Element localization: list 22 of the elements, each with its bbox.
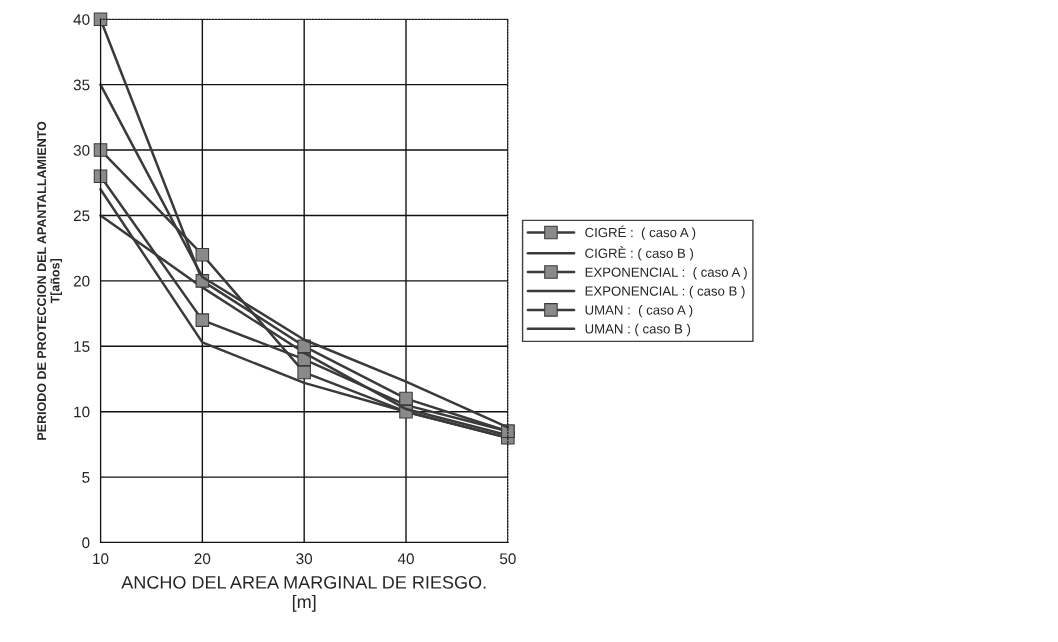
x-axis-title: ANCHO DEL AREA MARGINAL DE RIESGO. [m] [121,575,486,612]
y-tick-label: 25 [73,210,90,222]
y-tick-label: 5 [82,472,90,483]
legend-label: UMAN : ( caso B ) [585,323,691,337]
legend-label: CIGRÈ : ( caso B ) [585,246,694,261]
y-tick-label: 40 [73,14,90,25]
legend-label: EXPONENCIAL : ( caso A ) [585,267,747,280]
y-tick-label: 10 [74,406,90,418]
x-tick-label: 30 [296,553,313,565]
y-axis-title: PERIODO DE PROTECCION DEL APANTALLAMIENTO T[años] [37,121,62,440]
y-tick-label: 35 [73,79,90,91]
x-tick-label: 20 [194,553,211,565]
y-tick-label: 20 [73,275,90,287]
legend-label: UMAN : ( caso A ) [585,304,693,318]
legend-label: EXPONENCIAL : ( caso B ) [585,286,745,299]
y-tick-label: 30 [73,144,90,156]
y-tick-label: 15 [74,341,90,352]
x-tick-label: 10 [93,553,109,565]
x-tick-label: 40 [397,553,414,565]
legend-label: CIGRÉ : ( caso A ) [585,225,696,240]
y-tick-label: 0 [82,537,90,549]
x-tick-label: 50 [499,553,516,565]
